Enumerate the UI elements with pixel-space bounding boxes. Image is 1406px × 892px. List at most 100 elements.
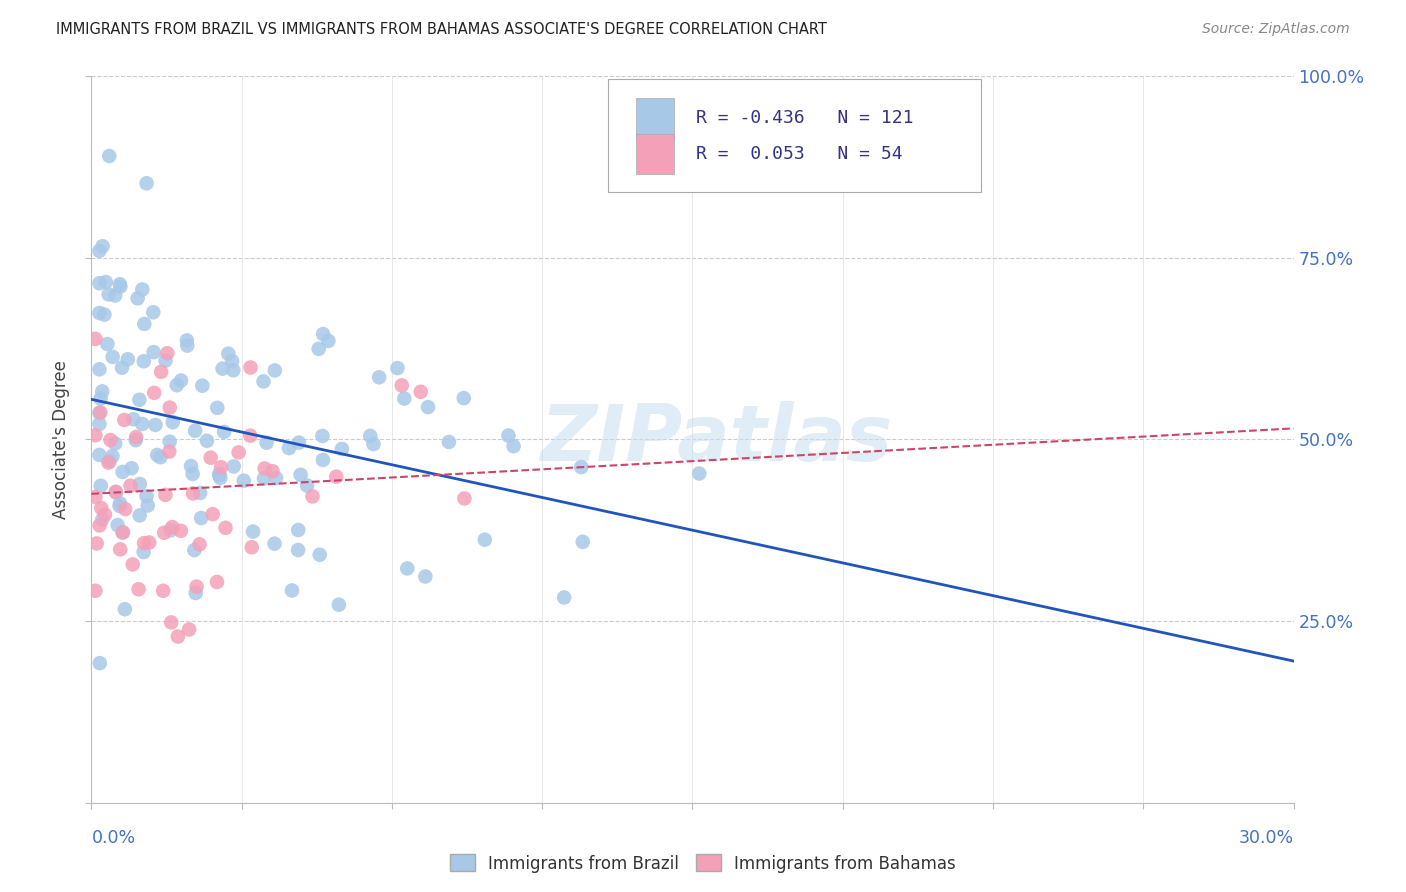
Point [159, 524, 181, 538]
Y-axis label: Associate's Degree: Associate's Degree [52, 359, 70, 519]
Point [312, 453, 335, 467]
Point [188, 486, 211, 500]
Point [128, 582, 150, 597]
Point [135, 176, 157, 190]
Point [160, 615, 183, 630]
Point [121, 461, 143, 475]
Point [409, 384, 432, 399]
Point [100, 433, 122, 447]
Point [363, 437, 385, 451]
Point [453, 491, 475, 506]
Point [107, 518, 129, 533]
Point [84, 332, 107, 346]
Point [127, 291, 149, 305]
Point [152, 583, 174, 598]
Point [121, 558, 143, 572]
Point [278, 441, 301, 455]
Point [188, 537, 211, 551]
Point [104, 288, 127, 302]
Point [207, 401, 229, 415]
Point [89, 406, 111, 420]
Point [145, 417, 167, 432]
Point [111, 465, 134, 479]
Point [184, 424, 207, 438]
Point [111, 525, 134, 540]
Point [138, 535, 160, 549]
Point [253, 471, 276, 485]
Text: 30.0%: 30.0% [1239, 829, 1294, 847]
Point [263, 536, 285, 550]
Point [155, 353, 177, 368]
Point [180, 458, 202, 473]
Point [181, 467, 204, 481]
Point [308, 342, 330, 356]
Point [159, 434, 181, 449]
Point [264, 471, 287, 485]
Point [242, 524, 264, 539]
Point [209, 460, 232, 475]
Point [281, 583, 304, 598]
Point [212, 425, 235, 439]
Point [569, 460, 592, 475]
Point [86, 536, 108, 550]
Point [143, 385, 166, 400]
Point [208, 467, 231, 481]
Point [200, 450, 222, 465]
Point [149, 450, 172, 465]
Point [135, 489, 157, 503]
Point [156, 346, 179, 360]
Point [94, 275, 117, 289]
Point [308, 548, 330, 562]
Point [89, 417, 111, 431]
Point [453, 391, 475, 405]
Point [90, 392, 112, 406]
Point [166, 378, 188, 392]
Point [159, 401, 181, 415]
Point [184, 586, 207, 600]
Point [128, 477, 150, 491]
Point [89, 244, 111, 258]
Point [101, 449, 124, 463]
Point [132, 536, 155, 550]
Point [330, 442, 353, 456]
Point [256, 435, 278, 450]
Point [502, 439, 524, 453]
Point [112, 413, 135, 427]
Point [176, 334, 198, 348]
Point [239, 360, 262, 375]
Point [131, 282, 153, 296]
Point [688, 467, 710, 481]
Point [105, 485, 128, 500]
Point [311, 429, 333, 443]
Point [162, 520, 184, 534]
Point [262, 464, 284, 478]
Point [104, 436, 127, 450]
Text: ZIPatlas: ZIPatlas [540, 401, 893, 477]
Point [84, 490, 107, 504]
Point [205, 574, 228, 589]
Bar [636, 97, 675, 137]
Point [416, 400, 439, 414]
Point [89, 656, 111, 670]
Point [222, 459, 245, 474]
Point [396, 561, 419, 575]
Point [101, 350, 124, 364]
Point [195, 434, 218, 448]
Point [131, 417, 153, 431]
Point [167, 630, 190, 644]
Point [142, 305, 165, 319]
Point [108, 277, 131, 292]
Point [114, 602, 136, 616]
Point [571, 534, 593, 549]
Point [89, 306, 111, 320]
Point [232, 474, 254, 488]
Point [312, 327, 335, 342]
Point [90, 479, 112, 493]
Point [240, 540, 263, 554]
Text: 0.0%: 0.0% [91, 829, 135, 847]
Point [112, 525, 135, 540]
Point [170, 374, 193, 388]
Point [176, 338, 198, 352]
Point [110, 279, 132, 293]
Point [91, 239, 114, 253]
